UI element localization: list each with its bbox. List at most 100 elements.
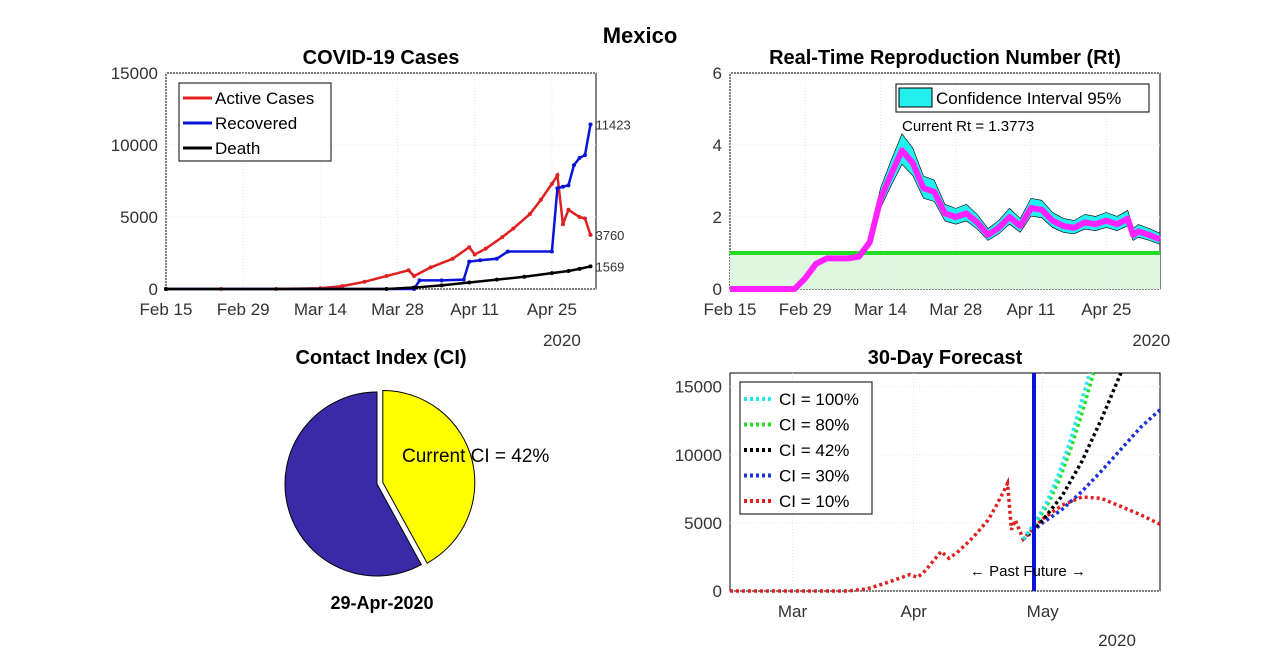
pie-slice bbox=[284, 391, 423, 577]
forecast-ytick-label: 0 bbox=[713, 582, 722, 601]
rt-legend-box bbox=[895, 83, 1150, 113]
forecast-legend-items: CI = 100% CI = 80% CI = 42% CI = 30% CI = 10… bbox=[744, 390, 859, 511]
forecast-ytick-label: 10000 bbox=[675, 446, 722, 465]
rt-xtick-label: Feb 15 bbox=[704, 300, 757, 319]
cases-xtick-label: Feb 15 bbox=[140, 300, 193, 319]
forecast-legend-label: CI = 10% bbox=[779, 492, 849, 511]
forecast-xtick-label: Mar bbox=[778, 602, 808, 621]
cases-point bbox=[478, 258, 483, 263]
cases-point bbox=[566, 183, 571, 188]
cases-chart: COVID-19 Cases Feb 15 Feb 29 Mar 14 Mar 28 A… bbox=[111, 47, 631, 350]
cases-point bbox=[439, 278, 444, 283]
rt-xtick-label: Mar 14 bbox=[854, 300, 907, 319]
legend-label-death: Death bbox=[215, 139, 260, 158]
pie-slices bbox=[284, 390, 476, 577]
contact-index-chart: Contact Index (CI) Current CI = 42% 29-A… bbox=[284, 347, 549, 613]
cases-xtick-label: Feb 29 bbox=[217, 300, 270, 319]
cases-point bbox=[472, 252, 477, 257]
pie-date: 29-Apr-2020 bbox=[330, 593, 433, 613]
cases-point bbox=[538, 197, 543, 202]
cases-ytick-label: 5000 bbox=[120, 208, 158, 227]
cases-end-label: 1569 bbox=[595, 259, 624, 274]
cases-xtick-label: Apr 11 bbox=[450, 300, 499, 319]
cases-point bbox=[494, 256, 499, 261]
cases-point bbox=[549, 249, 554, 254]
cases-point bbox=[511, 226, 516, 231]
forecast-ticks: Mar Apr May 0 5000 10000 15000 2020 bbox=[675, 378, 1136, 650]
cases-point bbox=[522, 274, 527, 279]
rt-legend-swatch bbox=[898, 87, 933, 108]
cases-year-label: 2020 bbox=[543, 331, 581, 350]
cases-point bbox=[428, 265, 433, 270]
cases-end-label: 3760 bbox=[595, 228, 624, 243]
cases-point bbox=[412, 285, 417, 290]
cases-point bbox=[461, 277, 466, 282]
rt-xtick-label: Mar 28 bbox=[929, 300, 982, 319]
cases-point bbox=[566, 269, 571, 273]
forecast-legend: CI = 100% CI = 80% CI = 42% CI = 30% CI = 10… bbox=[739, 381, 873, 515]
cases-title: COVID-19 Cases bbox=[303, 47, 460, 69]
forecast-xtick-label: May bbox=[1027, 602, 1060, 621]
figure-title: Mexico bbox=[603, 23, 678, 48]
pie-label: Current CI = 42% bbox=[402, 446, 549, 467]
cases-point bbox=[362, 279, 367, 284]
cases-end-label: 11423 bbox=[595, 118, 630, 133]
rt-xtick-label: Apr 11 bbox=[1007, 300, 1056, 319]
cases-xtick-label: Apr 25 bbox=[527, 300, 577, 319]
cases-ytick-label: 0 bbox=[149, 280, 158, 299]
cases-point bbox=[340, 284, 345, 289]
cases-point bbox=[164, 287, 168, 291]
rt-title: Real-Time Reproduction Number (Rt) bbox=[769, 47, 1121, 69]
forecast-legend-label: CI = 30% bbox=[779, 467, 849, 486]
rt-series bbox=[730, 133, 1162, 292]
cases-point bbox=[577, 215, 582, 219]
cases-point bbox=[467, 259, 472, 264]
cases-point bbox=[483, 246, 488, 251]
rt-ytick-label: 6 bbox=[713, 64, 722, 83]
cases-point bbox=[560, 222, 565, 227]
cases-ticks: Feb 15 Feb 29 Mar 14 Mar 28 Apr 11 Apr 25 0 500… bbox=[111, 64, 581, 350]
rt-legend-label: Confidence Interval 95% bbox=[936, 89, 1121, 108]
forecast-year-label: 2020 bbox=[1098, 631, 1136, 650]
cases-point bbox=[384, 287, 389, 291]
cases-point bbox=[467, 280, 472, 285]
cases-xtick-label: Mar 28 bbox=[371, 300, 424, 319]
rt-legend: Confidence Interval 95% bbox=[895, 83, 1150, 113]
cases-point bbox=[412, 274, 417, 279]
forecast-title: 30-Day Forecast bbox=[868, 347, 1023, 369]
forecast-legend-label: CI = 42% bbox=[779, 441, 849, 460]
cases-point bbox=[588, 232, 593, 237]
rt-chart: Real-Time Reproduction Number (Rt) Feb 1… bbox=[704, 47, 1171, 350]
legend-label-active: Active Cases bbox=[215, 89, 314, 108]
rt-xtick-label: Apr 25 bbox=[1081, 300, 1131, 319]
cases-point bbox=[406, 268, 411, 273]
cases-point bbox=[384, 274, 389, 279]
cases-point bbox=[500, 235, 505, 240]
cases-point bbox=[527, 212, 532, 217]
forecast-ytick-label: 15000 bbox=[675, 378, 722, 397]
forecast-annotation: ← Past Future → bbox=[970, 563, 1086, 580]
rt-annotation: Current Rt = 1.3773 bbox=[902, 118, 1034, 135]
cases-point bbox=[571, 163, 576, 168]
cases-point bbox=[439, 283, 444, 288]
cases-ytick-label: 10000 bbox=[111, 136, 158, 155]
forecast-legend-label: CI = 100% bbox=[779, 390, 859, 409]
cases-point bbox=[417, 278, 422, 283]
pie-title: Contact Index (CI) bbox=[295, 347, 466, 369]
cases-point bbox=[560, 184, 565, 189]
cases-point bbox=[505, 249, 510, 254]
cases-xtick-label: Mar 14 bbox=[294, 300, 347, 319]
forecast-series-line bbox=[730, 476, 1161, 593]
forecast-ytick-label: 5000 bbox=[684, 514, 722, 533]
cases-point bbox=[450, 256, 455, 261]
cases-legend: Active Cases Recovered Death bbox=[178, 82, 332, 162]
cases-point bbox=[577, 266, 582, 271]
legend-label-recovered: Recovered bbox=[215, 114, 297, 133]
cases-ytick-label: 15000 bbox=[111, 64, 158, 83]
cases-point bbox=[582, 216, 587, 221]
cases-point bbox=[566, 207, 571, 212]
forecast-series-line bbox=[1022, 408, 1162, 541]
pie-slice bbox=[382, 390, 476, 564]
cases-point bbox=[549, 271, 554, 276]
